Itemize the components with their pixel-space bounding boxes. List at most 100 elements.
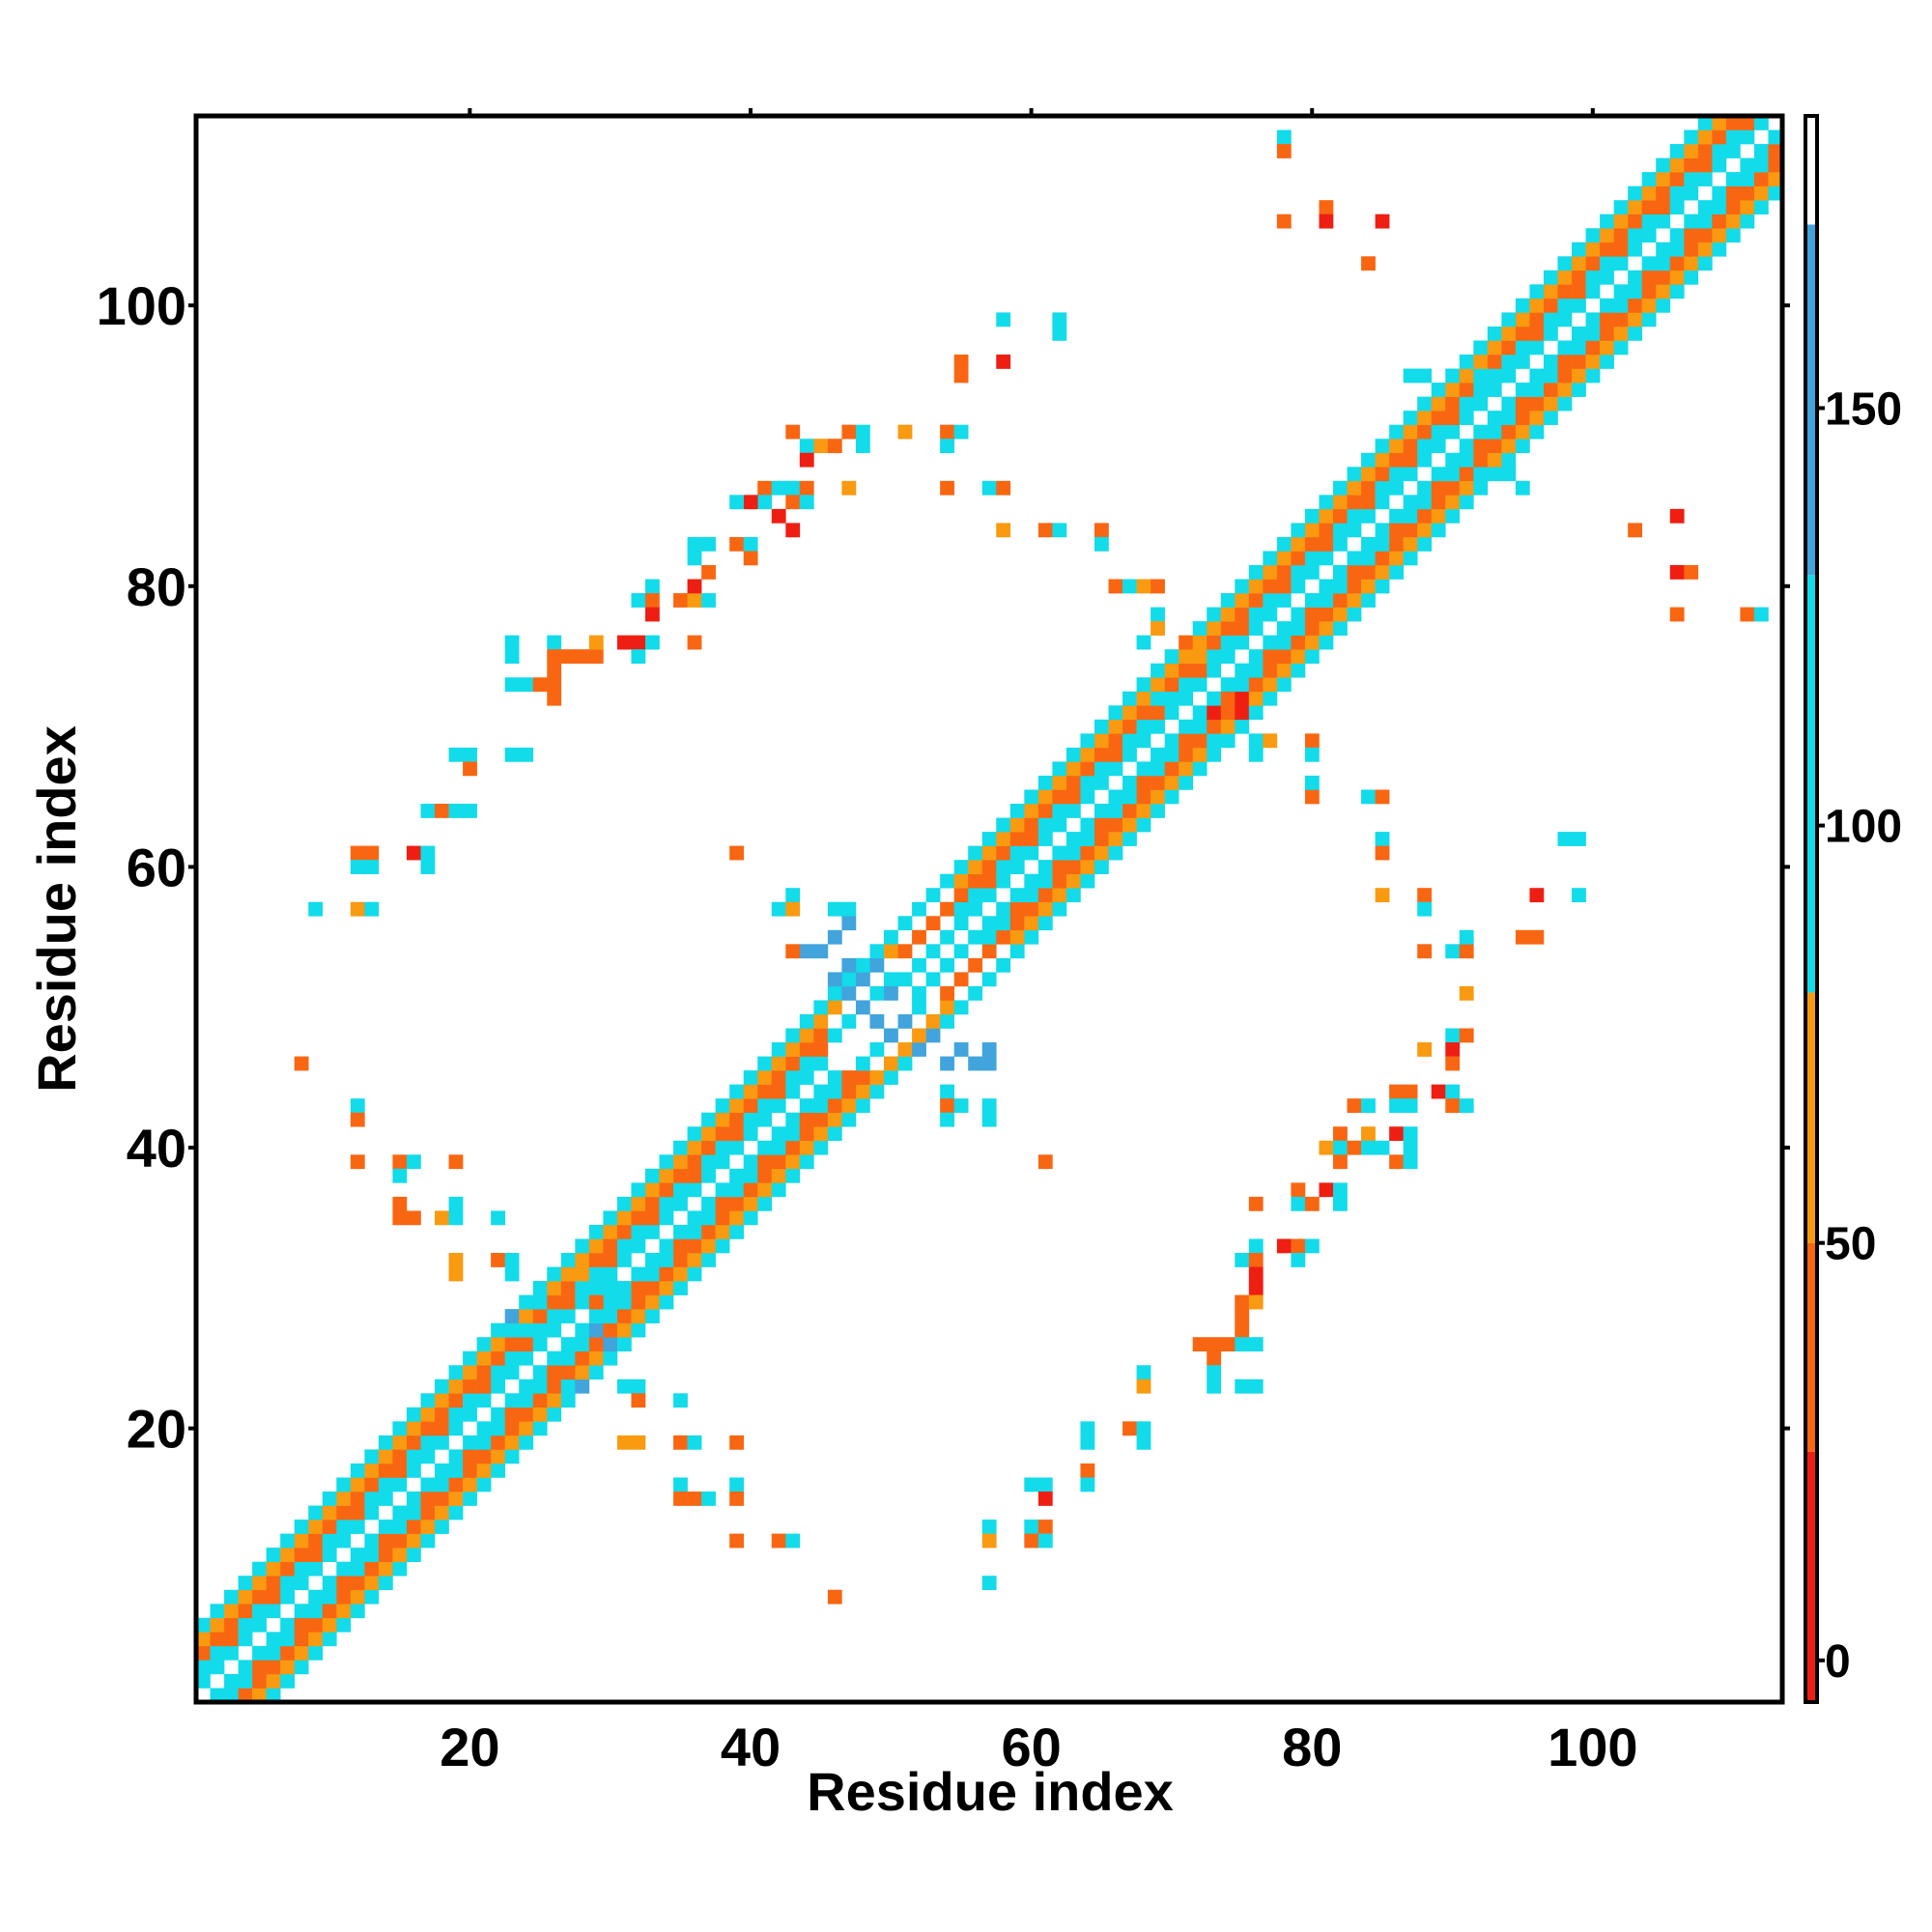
heatmap-cell: [631, 1294, 646, 1310]
heatmap-cell: [1304, 775, 1320, 790]
heatmap-cell: [771, 1042, 786, 1057]
heatmap-cell: [1487, 467, 1502, 482]
heatmap-cell: [1065, 761, 1081, 777]
heatmap-cell: [673, 1168, 688, 1183]
heatmap-cell: [1557, 355, 1573, 369]
heatmap-cell: [196, 1673, 211, 1689]
heatmap-cell: [322, 1617, 337, 1633]
heatmap-cell: [1009, 901, 1025, 917]
heatmap-cell: [771, 1070, 786, 1085]
heatmap-cell: [420, 1406, 436, 1422]
heatmap-cell: [687, 1253, 702, 1267]
heatmap-cell: [588, 1365, 604, 1380]
heatmap-cell: [673, 593, 688, 608]
heatmap-cell: [350, 1098, 365, 1113]
heatmap-cell: [616, 1294, 632, 1310]
heatmap-cell: [322, 1589, 337, 1605]
heatmap-cell: [757, 1154, 773, 1170]
heatmap-cell: [981, 888, 997, 903]
heatmap-cell: [1684, 157, 1699, 173]
heatmap-cell: [1333, 480, 1348, 496]
heatmap-cell: [1291, 579, 1306, 594]
heatmap-cell: [1179, 775, 1193, 790]
heatmap-cell: [1557, 396, 1573, 412]
heatmap-cell: [294, 1548, 309, 1562]
heatmap-cell: [1248, 677, 1264, 693]
heatmap-cell: [1487, 452, 1502, 468]
heatmap-cell: [912, 1028, 926, 1043]
heatmap-cell: [294, 1520, 309, 1534]
heatmap-cell: [1263, 677, 1278, 693]
heatmap-cell: [1276, 144, 1292, 158]
heatmap-cell: [1740, 172, 1755, 186]
heatmap-cell: [1164, 733, 1179, 749]
heatmap-cell: [350, 1492, 365, 1506]
heatmap-cell: [827, 1112, 842, 1127]
heatmap-cell: [1585, 355, 1601, 369]
heatmap-cell: [785, 1533, 801, 1548]
heatmap-cell: [1179, 761, 1193, 777]
heatmap-cell: [406, 1406, 421, 1422]
heatmap-cell: [406, 1210, 421, 1226]
heatmap-cell: [644, 1182, 660, 1198]
heatmap-cell: [463, 761, 477, 777]
heatmap-cell: [252, 1660, 267, 1675]
heatmap-cell: [1473, 424, 1489, 440]
heatmap-cell: [1347, 508, 1362, 524]
heatmap-cell: [940, 1112, 954, 1127]
heatmap-cell: [673, 1224, 688, 1239]
heatmap-cell: [1080, 832, 1095, 846]
heatmap-cell: [1080, 775, 1095, 790]
heatmap-cell: [1333, 607, 1348, 622]
heatmap-cell: [1473, 396, 1489, 412]
heatmap-cell: [715, 1196, 730, 1211]
heatmap-cell: [771, 1098, 786, 1113]
heatmap-cell: [701, 593, 716, 608]
heatmap-cell: [1669, 228, 1685, 243]
heatmap-cell: [1375, 551, 1390, 566]
heatmap-cell: [1361, 508, 1376, 524]
heatmap-cell: [1725, 172, 1741, 186]
heatmap-cell: [504, 1337, 520, 1352]
colorbar-tick-label: 0: [1825, 1636, 1851, 1688]
heatmap-cell: [1389, 551, 1404, 566]
heatmap-cell: [827, 1589, 842, 1605]
heatmap-cell: [1473, 383, 1489, 397]
heatmap-cell: [336, 1604, 352, 1619]
heatmap-cell: [547, 1406, 562, 1422]
heatmap-cell: [252, 1617, 267, 1633]
heatmap-cell: [1361, 789, 1376, 805]
heatmap-cell: [1122, 804, 1137, 818]
heatmap-cell: [1361, 564, 1376, 580]
heatmap-cell: [547, 1393, 562, 1408]
heatmap-cell: [588, 1253, 604, 1267]
heatmap-cell: [1361, 1126, 1376, 1142]
heatmap-cell: [1319, 607, 1334, 622]
heatmap-cell: [1235, 1253, 1250, 1267]
heatmap-cell: [1347, 467, 1362, 482]
heatmap-cell: [855, 1056, 870, 1071]
heatmap-cell: [420, 1492, 436, 1506]
heatmap-cell: [659, 1154, 674, 1170]
heatmap-cell: [463, 1365, 477, 1380]
heatmap-cell: [616, 635, 632, 650]
heatmap-cell: [1333, 1182, 1348, 1198]
heatmap-cell: [687, 1126, 702, 1142]
heatmap-cell: [378, 1520, 393, 1534]
heatmap-cell: [1136, 761, 1151, 777]
heatmap-cell: [1179, 733, 1193, 749]
heatmap-cell: [1389, 564, 1404, 580]
heatmap-cell: [644, 635, 660, 650]
heatmap-cell: [996, 355, 1011, 369]
heatmap-cell: [1515, 929, 1530, 945]
heatmap-cell: [575, 1350, 590, 1366]
heatmap-cell: [771, 1168, 786, 1183]
heatmap-cell: [799, 1112, 814, 1127]
heatmap-cell: [266, 1589, 281, 1605]
heatmap-cell: [855, 1000, 870, 1015]
heatmap-cell: [1572, 270, 1586, 285]
heatmap-cell: [463, 1449, 477, 1464]
heatmap-cell: [1122, 705, 1137, 721]
heatmap-cell: [1459, 467, 1474, 482]
heatmap-cell: [504, 1421, 520, 1436]
